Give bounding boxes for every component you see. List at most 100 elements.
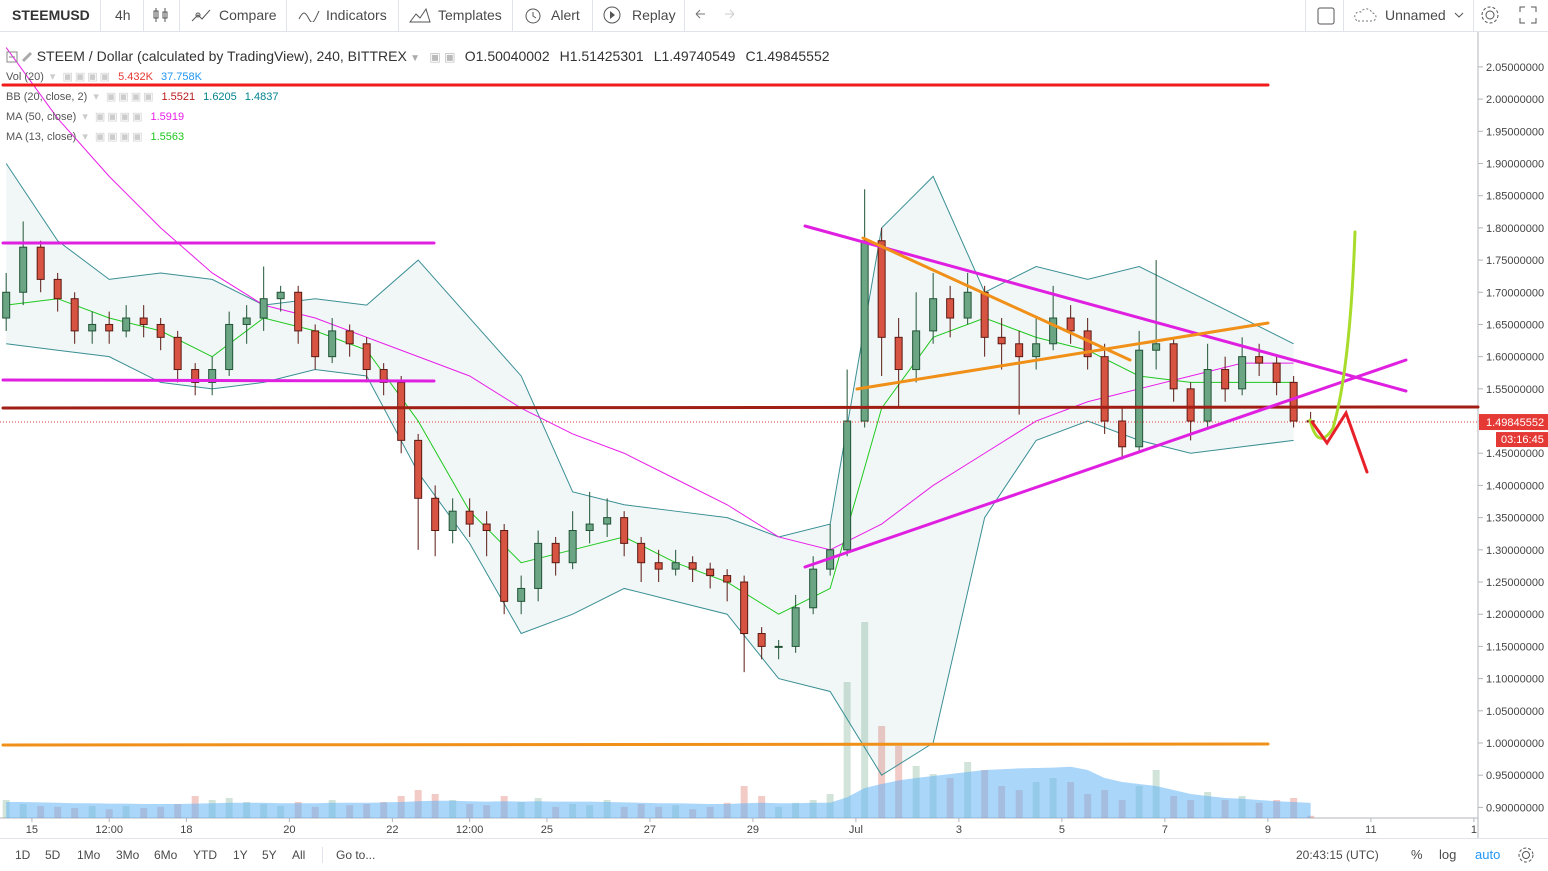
volume-bar [861, 622, 869, 818]
candle-body [1100, 356, 1109, 422]
candle-body [654, 562, 663, 570]
range-button[interactable]: All [292, 848, 306, 862]
y-tick-label: 1.20000000 [1486, 609, 1544, 621]
drawn-line[interactable] [1, 405, 1480, 410]
drawn-line[interactable] [1, 742, 1270, 747]
ohlc-value: O1.50040002 [464, 48, 550, 64]
goto-button[interactable]: Go to... [336, 848, 376, 862]
drawn-line[interactable] [803, 224, 1408, 393]
toolbar-button[interactable]: Alert [551, 7, 580, 23]
candle-body [465, 510, 474, 525]
candle-body [397, 381, 406, 441]
toolbar-button[interactable]: Templates [438, 7, 502, 23]
cloud-icon [1354, 8, 1377, 22]
range-button[interactable]: 3Mo [116, 848, 140, 862]
moving-average [5, 47, 1294, 551]
study-buttons[interactable]: ▾ ▣▣▣▣ [82, 131, 145, 143]
y-tick-label: 1.80000000 [1486, 223, 1544, 235]
study-value: 1.5521 [161, 91, 196, 103]
toolbar-button[interactable]: Compare [219, 7, 277, 23]
dropdown-arrow[interactable]: ▼ [410, 53, 421, 64]
study-buttons[interactable]: ▾ ▣▣▣▣ [82, 111, 145, 123]
last-price-label: 1.49845552 [1486, 417, 1544, 429]
undo-redo[interactable] [694, 8, 738, 22]
y-tick-label: 1.30000000 [1486, 545, 1544, 557]
layout-name[interactable]: Unnamed [1385, 7, 1446, 23]
study-value: 5.432K [118, 71, 153, 83]
candle-body [568, 530, 577, 564]
collapse-icon[interactable] [6, 51, 18, 63]
study-value: 1.6205 [203, 91, 237, 103]
drawn-arrow[interactable] [1310, 409, 1369, 474]
drawn-arrow[interactable] [1308, 230, 1357, 440]
candle-body [328, 330, 337, 358]
candle-body [688, 562, 697, 570]
symbol[interactable]: STEEMUSD [12, 7, 90, 23]
scale-toggle[interactable]: auto [1475, 847, 1501, 862]
volume-bar [2, 800, 10, 818]
x-tick-label: 9 [1265, 824, 1271, 836]
dropdown-arrow [1454, 12, 1464, 18]
candle-body [723, 575, 732, 583]
fullscreen-icon[interactable] [1519, 6, 1537, 24]
legend-buttons[interactable]: ▣ ▣ [429, 50, 456, 64]
x-tick-label: Jul [849, 824, 863, 836]
y-tick-label: 1.95000000 [1486, 126, 1544, 138]
clock: 20:43:15 (UTC) [1296, 848, 1379, 862]
candle-body [997, 336, 1006, 345]
drawn-line[interactable] [861, 236, 1132, 362]
drawn-line[interactable] [1, 378, 436, 383]
countdown-box [1496, 432, 1548, 448]
separator [100, 0, 101, 31]
settings-icon[interactable] [1517, 846, 1535, 864]
candle-body [1272, 362, 1281, 383]
study-value: 37.758K [160, 71, 202, 83]
drawn-line[interactable] [803, 358, 1408, 569]
chart-style-icon[interactable] [152, 6, 170, 24]
range-button[interactable]: 1Y [233, 848, 248, 862]
candle-body [88, 323, 97, 332]
separator [286, 0, 287, 31]
templates-icon [409, 7, 431, 23]
candle-body [1118, 420, 1127, 448]
y-tick-label: 1.15000000 [1486, 641, 1544, 653]
moving-average [6, 298, 1294, 615]
candle-body [1032, 343, 1041, 358]
separator [1305, 0, 1306, 31]
y-tick-label: 1.05000000 [1486, 706, 1544, 718]
range-button[interactable]: 1D [15, 848, 31, 862]
legend-title: STEEM / Dollar (calculated by TradingVie… [36, 48, 407, 64]
candle-body [980, 291, 989, 338]
candle-body [1015, 343, 1024, 358]
x-tick-label: 1 [1471, 824, 1477, 836]
drawn-line[interactable] [855, 321, 1270, 391]
y-tick-label: 1.35000000 [1486, 513, 1544, 525]
candle-body [1066, 317, 1075, 332]
range-button[interactable]: 5D [45, 848, 61, 862]
study-buttons[interactable]: ▾ ▣▣▣▣ [93, 91, 156, 103]
candle-body [1186, 388, 1195, 422]
scale-toggle[interactable]: log [1439, 847, 1457, 862]
y-tick-label: 2.00000000 [1486, 94, 1544, 106]
volume-bar [740, 786, 748, 818]
range-button[interactable]: 6Mo [154, 848, 178, 862]
study-buttons[interactable]: ▾ ▣▣▣▣ [49, 71, 113, 83]
interval[interactable]: 4h [115, 7, 131, 23]
y-tick-label: 1.70000000 [1486, 287, 1544, 299]
toolbar-button[interactable]: Indicators [326, 7, 387, 23]
toolbar-button[interactable]: Replay [632, 7, 676, 23]
range-button[interactable]: YTD [193, 848, 217, 862]
range-button[interactable]: 1Mo [77, 848, 101, 862]
candle-body [1289, 381, 1298, 422]
settings-icon[interactable] [1480, 5, 1500, 25]
range-button[interactable]: 5Y [262, 848, 277, 862]
candle-body [946, 298, 955, 319]
indicators-icon [298, 10, 320, 22]
compare-icon [191, 9, 211, 22]
x-tick-label: 12:00 [456, 824, 484, 836]
x-tick-label: 27 [644, 824, 656, 836]
scale-toggle[interactable]: % [1411, 847, 1423, 862]
candle-body [1169, 343, 1178, 390]
layout-icon[interactable] [1316, 6, 1336, 26]
